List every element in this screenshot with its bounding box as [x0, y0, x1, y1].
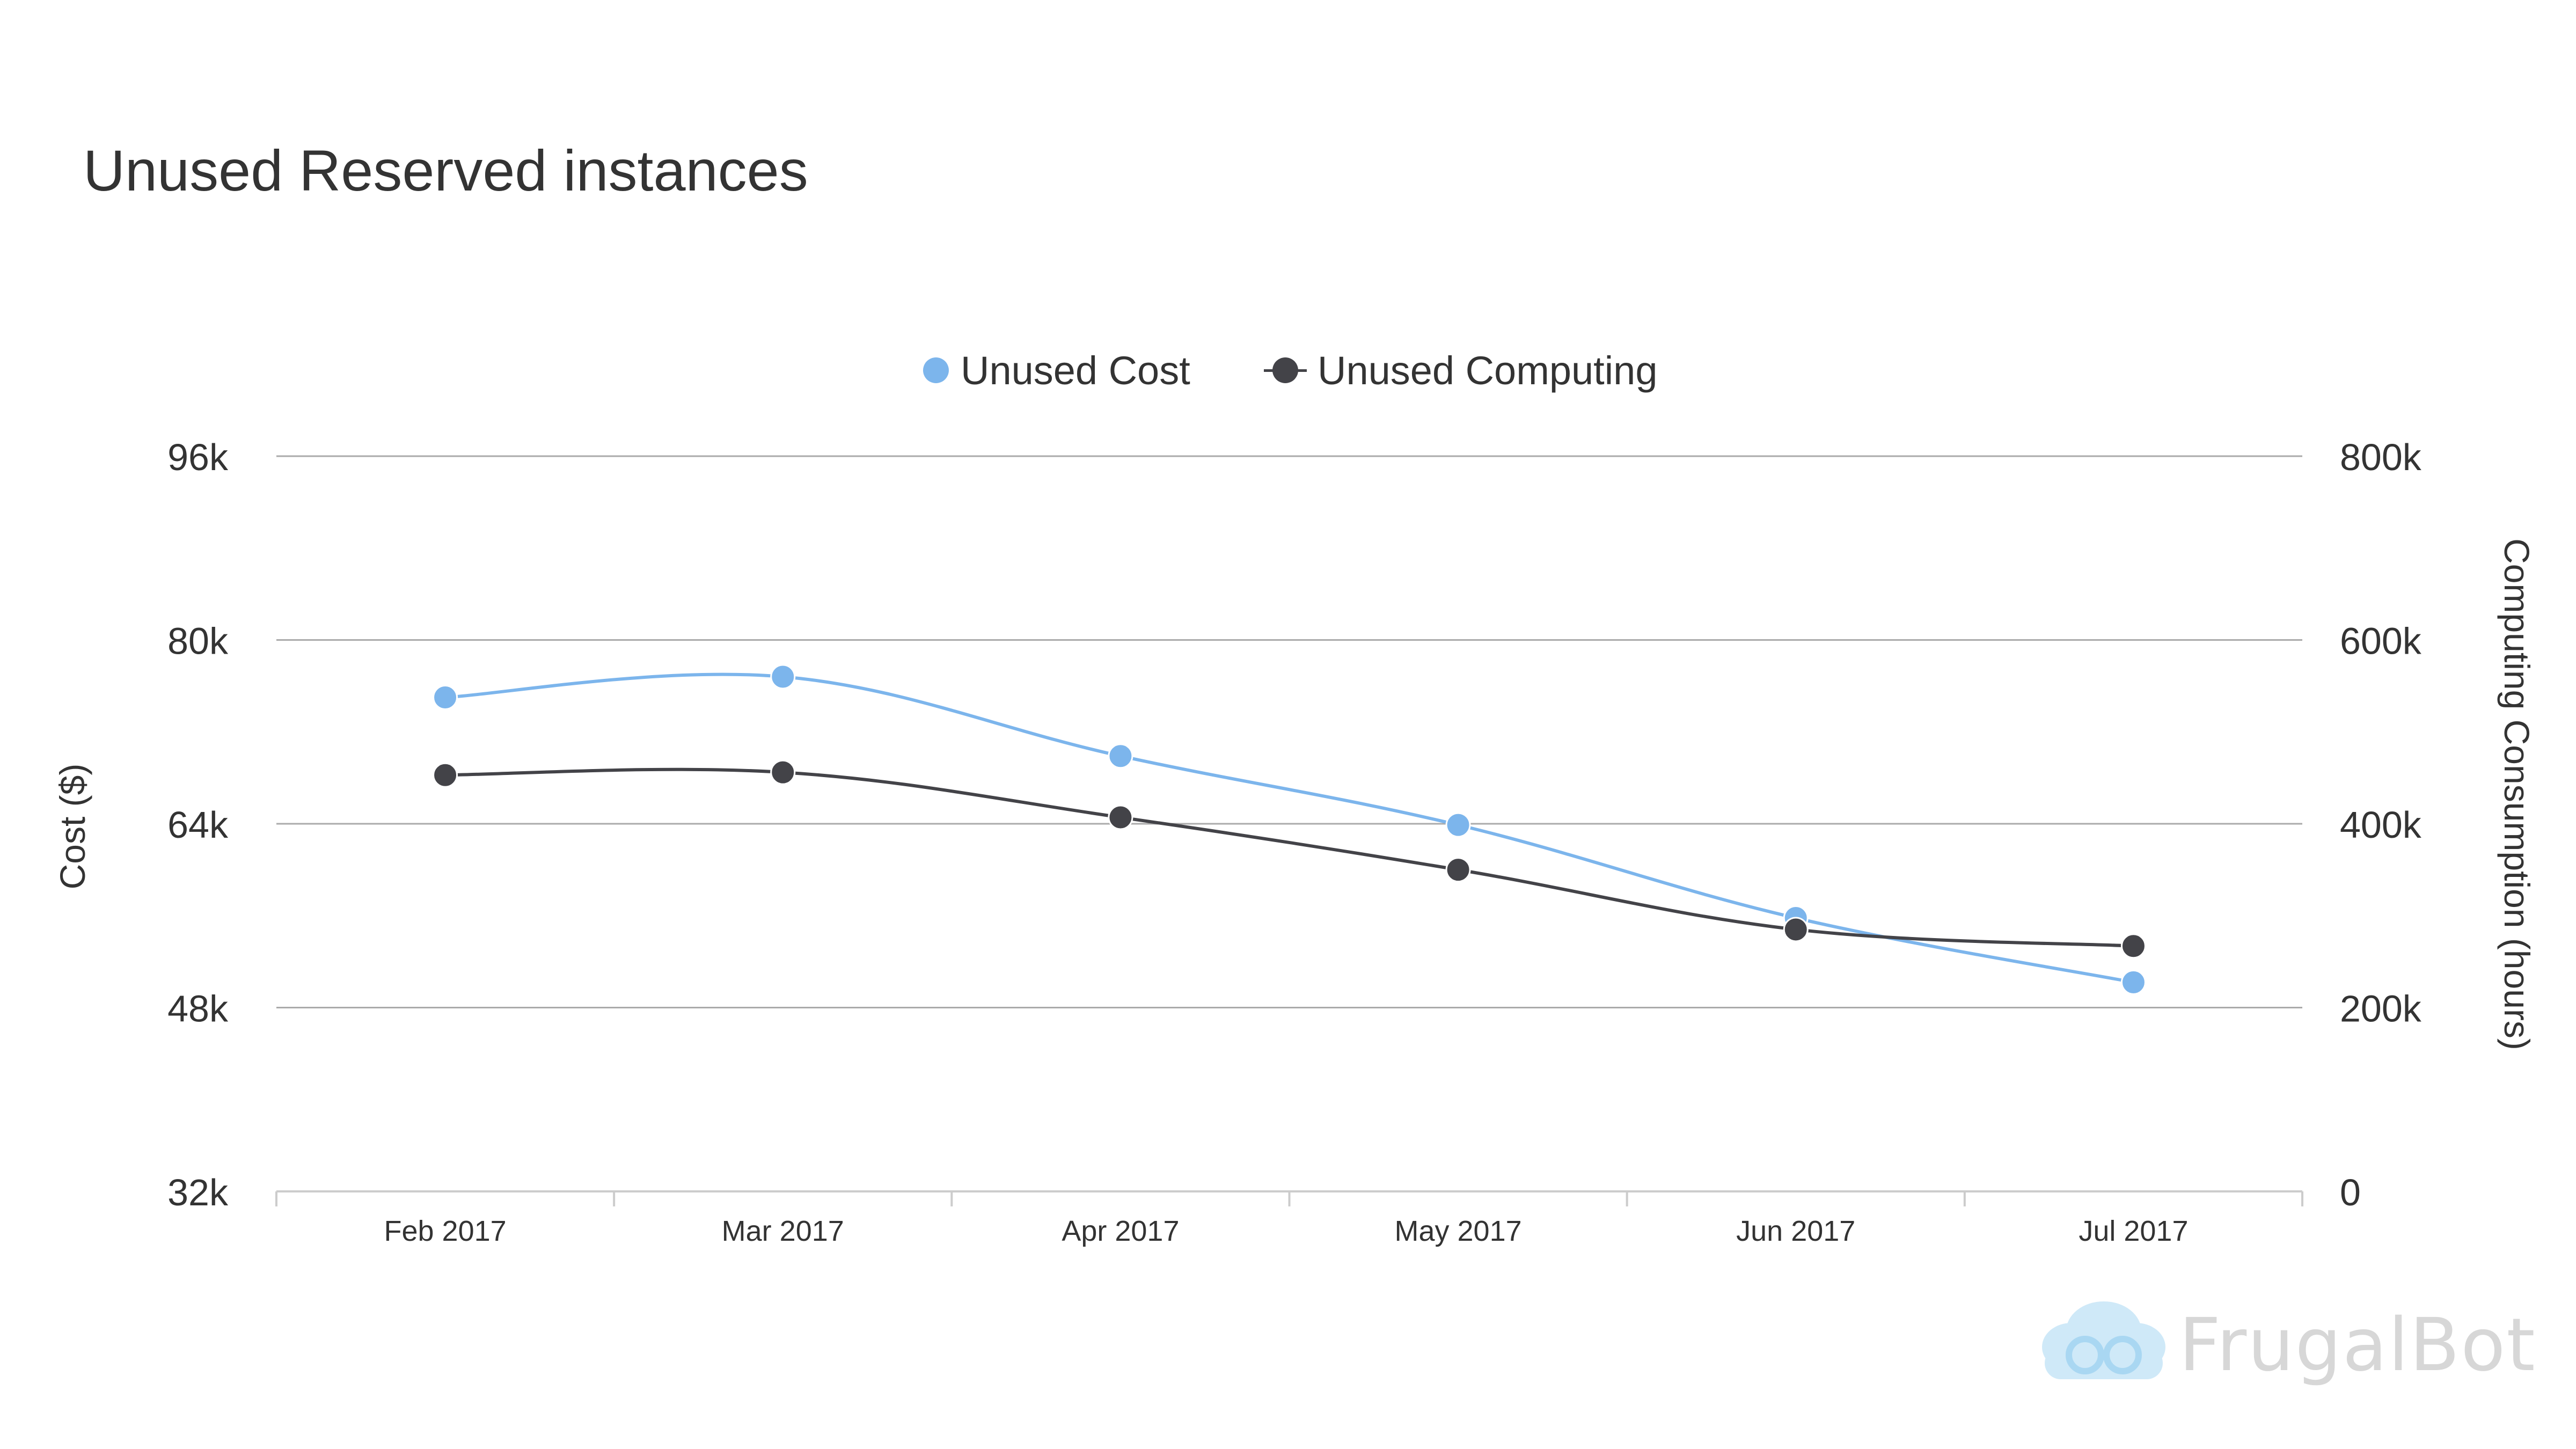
y-left-tick-label: 64k: [167, 804, 229, 846]
chart-title: Unused Reserved instances: [83, 138, 808, 203]
x-tick-label: Jul 2017: [2079, 1215, 2188, 1247]
x-tick-label: Feb 2017: [384, 1215, 506, 1247]
y-left-tick-label: 96k: [167, 436, 229, 478]
x-tick-label: Mar 2017: [722, 1215, 844, 1247]
y-right-tick-label: 600k: [2340, 620, 2422, 662]
x-axis: Feb 2017 Mar 2017 Apr 2017 May 2017 Jun 2017…: [275, 1190, 2303, 1247]
y-axis-left: 32k 48k 64k 80k 96k: [167, 436, 229, 1213]
x-tick-label: May 2017: [1395, 1215, 1522, 1247]
brand-watermark: FrugalBot: [2034, 1293, 2535, 1390]
data-point-unused-cost: [433, 685, 458, 711]
legend-label-unused-cost: Unused Cost: [961, 348, 1190, 393]
legend-dot-icon: [923, 357, 949, 383]
data-point-unused-cost: [1108, 743, 1133, 769]
y-right-tick-label: 200k: [2340, 988, 2422, 1030]
data-point-unused-computing: [1445, 857, 1471, 883]
y-left-tick-label: 80k: [167, 620, 229, 662]
series: [433, 664, 2146, 995]
y-left-tick-label: 32k: [167, 1172, 229, 1213]
x-tick-label: Jun 2017: [1736, 1215, 1855, 1247]
legend-item-unused-computing[interactable]: Unused Computing: [1264, 338, 1657, 402]
brand-name: FrugalBot: [2179, 1303, 2536, 1388]
y-axis-right: 0 200k 400k 600k 800k: [2340, 436, 2422, 1213]
data-point-unused-cost: [2120, 969, 2146, 995]
data-point-unused-cost: [770, 664, 796, 690]
data-point-unused-computing: [1783, 917, 1809, 942]
data-point-unused-computing: [1108, 804, 1133, 830]
y-right-tick-label: 800k: [2340, 436, 2422, 478]
legend-line-dot-icon: [1264, 357, 1307, 383]
y-axis-left-title: Cost ($): [53, 763, 92, 890]
gridlines: [276, 455, 2302, 1008]
series-line-unused-cost: [445, 672, 2134, 984]
x-tick-label: Apr 2017: [1062, 1215, 1179, 1247]
y-right-tick-label: 400k: [2340, 804, 2422, 846]
data-point-unused-cost: [1445, 812, 1471, 838]
y-left-tick-label: 48k: [167, 988, 229, 1030]
data-point-unused-computing: [2120, 933, 2146, 959]
data-point-unused-computing: [433, 762, 458, 788]
y-axis-right-title: Computing Consumption (hours): [2497, 538, 2537, 1050]
legend-label-unused-computing: Unused Computing: [1318, 348, 1658, 393]
cloud-robot-logo-icon: [2042, 1301, 2165, 1379]
data-point-unused-computing: [770, 759, 796, 785]
legend-item-unused-cost[interactable]: Unused Cost: [923, 338, 1190, 402]
y-right-tick-label: 0: [2340, 1172, 2361, 1213]
series-line-unused-computing: [445, 767, 2134, 948]
legend: Unused Cost Unused Computing: [0, 338, 2576, 402]
